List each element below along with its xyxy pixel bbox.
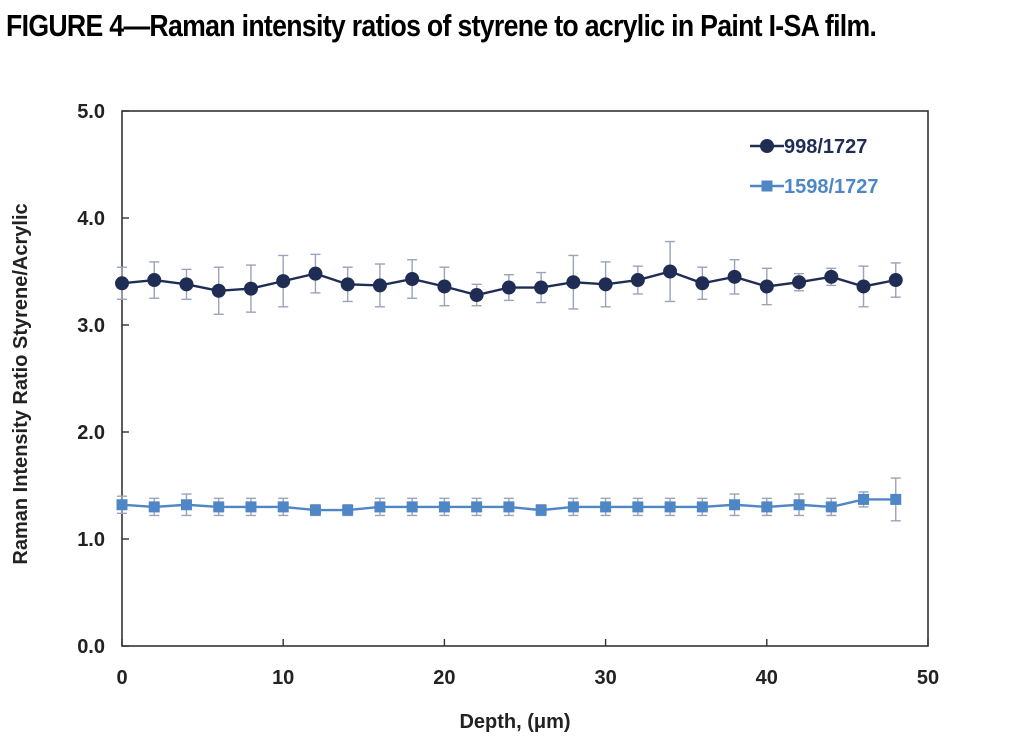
x-tick-label: 50 xyxy=(917,667,939,689)
legend-marker xyxy=(761,180,773,192)
x-tick-label: 40 xyxy=(756,667,778,689)
data-point xyxy=(888,273,903,288)
y-tick-label: 4.0 xyxy=(77,208,105,230)
data-point xyxy=(340,277,355,292)
data-point xyxy=(374,501,386,513)
data-point xyxy=(663,264,678,279)
data-point xyxy=(372,278,387,293)
data-point xyxy=(856,279,871,294)
x-tick-label: 0 xyxy=(116,667,127,689)
data-point xyxy=(696,501,708,513)
x-tick-label: 10 xyxy=(272,667,294,689)
data-point xyxy=(115,276,129,291)
data-point xyxy=(632,501,644,513)
data-point xyxy=(180,499,192,511)
chart-legend: 998/1727 1598/1727 xyxy=(750,136,879,198)
legend-item: 998/1727 xyxy=(750,136,867,158)
y-tick-label: 0.0 xyxy=(77,636,105,658)
legend-label: 998/1727 xyxy=(784,136,867,158)
data-point xyxy=(469,288,484,303)
y-tick-label: 2.0 xyxy=(77,422,105,444)
legend-marker xyxy=(760,139,774,153)
data-point xyxy=(600,501,612,513)
data-point xyxy=(179,277,194,292)
data-point xyxy=(534,280,549,295)
data-point xyxy=(147,273,162,288)
data-point xyxy=(405,271,420,286)
data-point xyxy=(566,275,581,290)
chart-series xyxy=(115,240,903,522)
data-point xyxy=(438,501,450,513)
data-point xyxy=(213,501,225,513)
data-point xyxy=(148,501,160,513)
data-point xyxy=(793,499,805,511)
legend-label: 1598/1727 xyxy=(784,176,879,198)
x-tick-label: 30 xyxy=(594,667,616,689)
data-point xyxy=(116,499,128,511)
data-point xyxy=(535,504,547,516)
data-point xyxy=(471,501,483,513)
data-point xyxy=(695,276,710,291)
data-point xyxy=(243,281,258,296)
legend-item: 1598/1727 xyxy=(750,176,879,198)
data-point xyxy=(598,277,613,292)
data-point xyxy=(825,501,837,513)
data-point xyxy=(437,279,452,294)
chart-axes xyxy=(121,110,929,647)
data-point xyxy=(858,493,870,505)
data-point xyxy=(245,501,257,513)
data-point xyxy=(664,501,676,513)
data-point xyxy=(406,501,418,513)
series-2 xyxy=(116,477,902,522)
y-axis-label: Raman Intensity Ratio Styrene/Acrylic xyxy=(10,203,32,564)
series-1 xyxy=(115,240,903,315)
data-point xyxy=(890,493,902,505)
data-point xyxy=(759,279,774,294)
data-point xyxy=(503,501,515,513)
data-point xyxy=(342,504,354,516)
data-point xyxy=(308,266,323,281)
data-point xyxy=(567,501,579,513)
y-tick-label: 5.0 xyxy=(77,101,105,123)
x-axis-label: Depth, (μm) xyxy=(459,711,570,733)
data-point xyxy=(824,269,839,284)
data-point xyxy=(211,283,226,298)
figure-title: FIGURE 4—Raman intensity ratios of styre… xyxy=(6,8,877,43)
data-point xyxy=(761,501,773,513)
data-point xyxy=(277,501,289,513)
data-point xyxy=(276,274,291,289)
y-tick-label: 1.0 xyxy=(77,529,105,551)
x-tick-label: 20 xyxy=(433,667,455,689)
data-point xyxy=(309,504,321,516)
data-point xyxy=(630,273,645,288)
data-point xyxy=(727,269,742,284)
chart-ticks: 0 10 20 30 40 50 0.0 1.0 2.0 3.0 4.0 5.0 xyxy=(77,101,939,689)
data-point xyxy=(501,280,516,295)
y-tick-label: 3.0 xyxy=(77,315,105,337)
plot-area-frame xyxy=(121,110,929,647)
data-point xyxy=(792,275,807,290)
data-point xyxy=(729,499,741,511)
